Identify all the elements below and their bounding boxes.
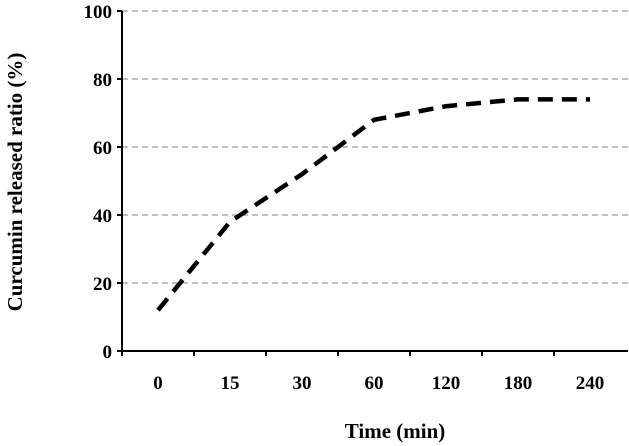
- series-layer: [156, 97, 590, 312]
- x-tick-label: 180: [504, 373, 533, 394]
- y-tick-label: 20: [93, 274, 112, 295]
- y-tick-labels: 0 20 40 60 80 100: [84, 2, 113, 363]
- y-axis-title: Curcumin released ratio (%): [3, 53, 27, 312]
- x-tick-label: 30: [293, 373, 312, 394]
- x-tick-label: 240: [576, 373, 605, 394]
- y-tick-label: 100: [84, 2, 113, 23]
- y-tick-label: 60: [93, 138, 112, 159]
- y-tick-label: 80: [93, 70, 112, 91]
- x-tick-label: 60: [365, 373, 384, 394]
- gridlines: [122, 10, 628, 284]
- x-axis-title: Time (min): [345, 419, 446, 443]
- x-tick-label: 15: [221, 373, 240, 394]
- series-line-0: [156, 97, 590, 312]
- y-tick-label: 40: [93, 206, 112, 227]
- axes: [117, 10, 628, 356]
- x-tick-label: 120: [432, 373, 461, 394]
- x-tick-label: 0: [153, 373, 163, 394]
- y-tick-label: 0: [103, 342, 113, 363]
- x-tick-labels: 0 15 30 60 120 180 240: [153, 373, 604, 394]
